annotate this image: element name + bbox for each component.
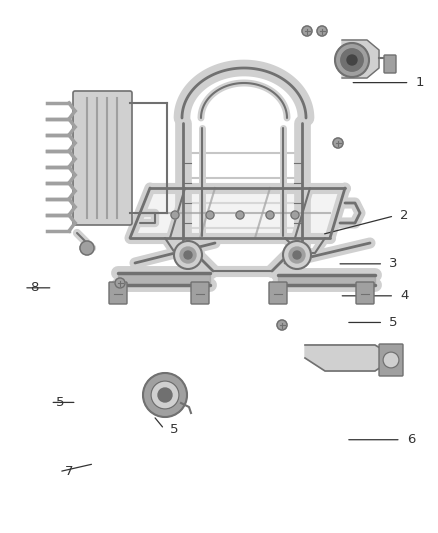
- Circle shape: [180, 247, 196, 263]
- FancyBboxPatch shape: [384, 55, 396, 73]
- Circle shape: [143, 373, 187, 417]
- Circle shape: [293, 251, 301, 259]
- Circle shape: [383, 352, 399, 368]
- Circle shape: [158, 388, 172, 402]
- Circle shape: [283, 241, 311, 269]
- Text: 5: 5: [57, 396, 65, 409]
- Text: 4: 4: [400, 289, 409, 302]
- Circle shape: [184, 251, 192, 259]
- Polygon shape: [278, 275, 375, 285]
- Text: 5: 5: [170, 423, 179, 435]
- FancyBboxPatch shape: [269, 282, 287, 304]
- Polygon shape: [118, 273, 210, 285]
- FancyBboxPatch shape: [379, 344, 403, 376]
- Circle shape: [302, 26, 312, 36]
- Circle shape: [333, 138, 343, 148]
- Text: 3: 3: [389, 257, 398, 270]
- Circle shape: [115, 278, 125, 288]
- Text: 2: 2: [400, 209, 409, 222]
- Circle shape: [347, 55, 357, 65]
- Circle shape: [174, 241, 202, 269]
- Circle shape: [80, 241, 94, 255]
- Circle shape: [291, 211, 299, 219]
- Circle shape: [206, 211, 214, 219]
- Polygon shape: [342, 40, 379, 78]
- Polygon shape: [130, 188, 345, 238]
- Circle shape: [277, 320, 287, 330]
- Circle shape: [266, 211, 274, 219]
- FancyBboxPatch shape: [191, 282, 209, 304]
- Circle shape: [151, 381, 179, 409]
- Polygon shape: [305, 345, 390, 371]
- Circle shape: [317, 26, 327, 36]
- Text: 5: 5: [389, 316, 398, 329]
- Circle shape: [341, 49, 363, 71]
- FancyBboxPatch shape: [356, 282, 374, 304]
- Circle shape: [335, 43, 369, 77]
- Circle shape: [289, 247, 305, 263]
- Circle shape: [171, 211, 179, 219]
- Text: 6: 6: [407, 433, 415, 446]
- Text: 8: 8: [30, 281, 39, 294]
- Text: 7: 7: [65, 465, 74, 478]
- Circle shape: [236, 211, 244, 219]
- Text: 1: 1: [416, 76, 424, 89]
- FancyBboxPatch shape: [73, 91, 132, 225]
- FancyBboxPatch shape: [109, 282, 127, 304]
